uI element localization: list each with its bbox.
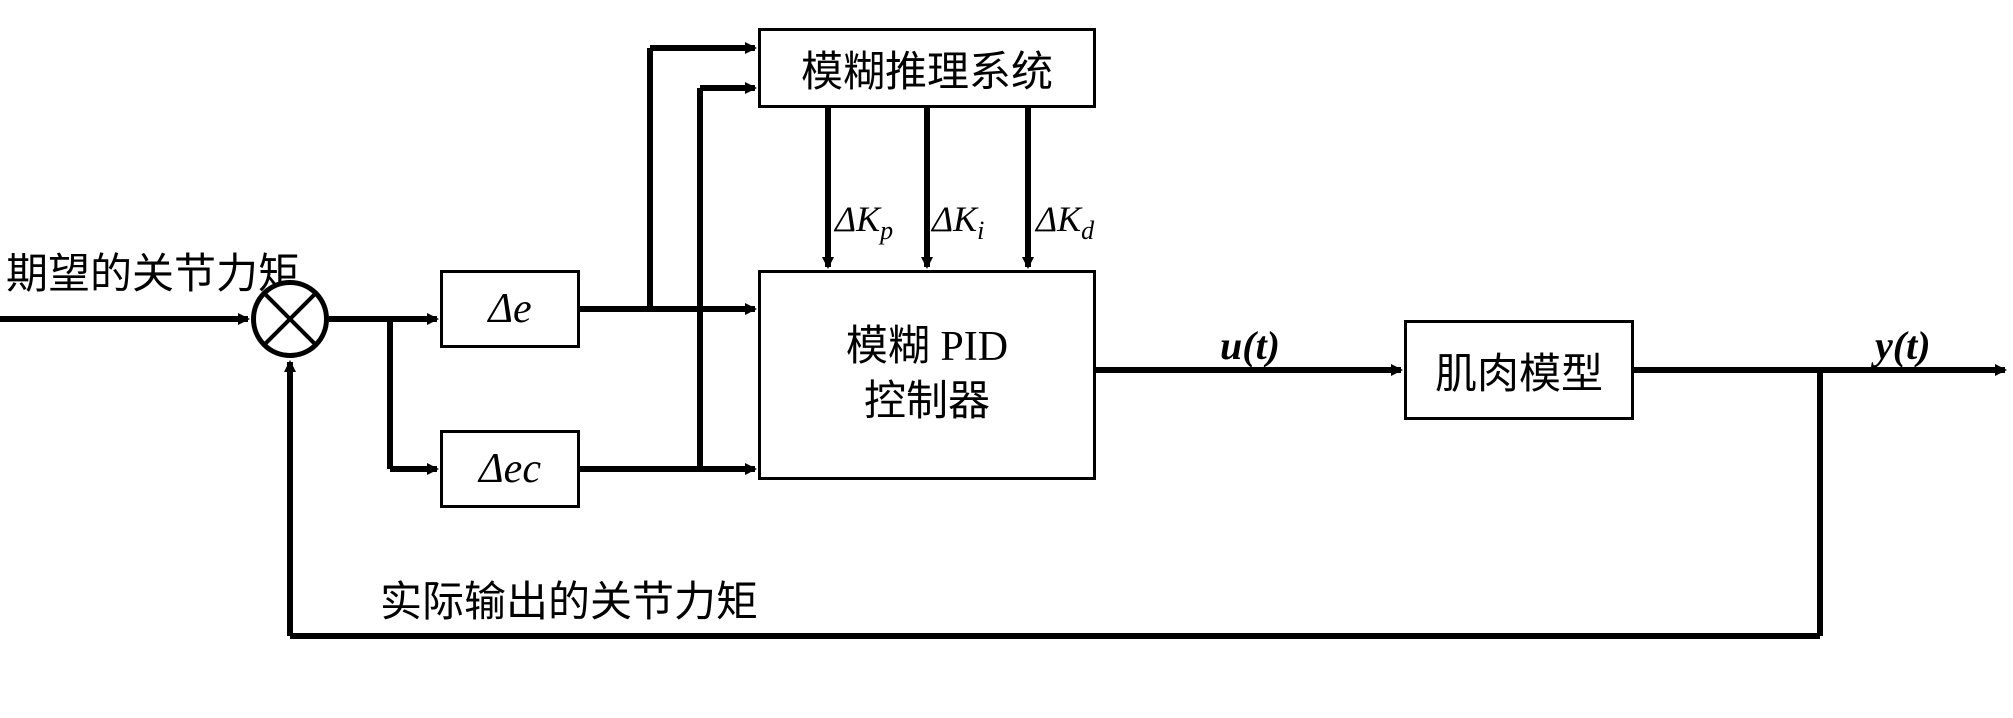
dkd-label: ΔKd (1036, 198, 1094, 246)
input-label: 期望的关节力矩 (6, 240, 300, 301)
fuzzy-inference-text: 模糊推理系统 (801, 38, 1053, 99)
diagram-canvas: 期望的关节力矩 Δe Δec 模糊推理系统 模糊 PID 控制器 肌肉模型 ΔK… (0, 0, 2013, 718)
feedback-label: 实际输出的关节力矩 (380, 568, 758, 629)
delta-ec-box: Δec (440, 430, 580, 508)
fuzzy-pid-box: 模糊 PID 控制器 (758, 270, 1096, 480)
summing-junction (251, 280, 329, 358)
dkp-label: ΔKp (835, 198, 893, 246)
delta-ec-text: Δec (479, 445, 541, 493)
y-t-label: y(t) (1875, 322, 1931, 369)
u-t-label: u(t) (1220, 322, 1280, 369)
fuzzy-pid-line1: 模糊 PID (846, 320, 1008, 375)
delta-e-text: Δe (488, 285, 531, 333)
muscle-model-text: 肌肉模型 (1435, 340, 1603, 401)
fuzzy-pid-line2: 控制器 (864, 375, 990, 430)
delta-e-box: Δe (440, 270, 580, 348)
muscle-model-box: 肌肉模型 (1404, 320, 1634, 420)
dki-label: ΔKi (932, 198, 984, 246)
fuzzy-inference-box: 模糊推理系统 (758, 28, 1096, 108)
